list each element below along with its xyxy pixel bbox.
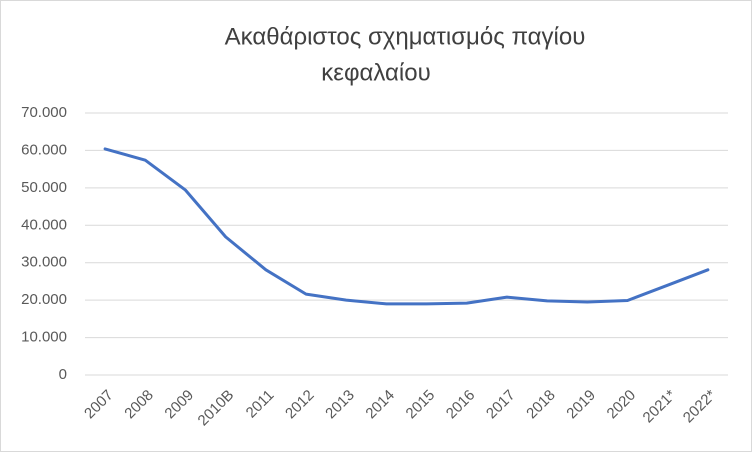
y-tick-label: 20.000 xyxy=(21,291,67,308)
y-tick-label: 10.000 xyxy=(21,329,67,346)
y-tick-label: 50.000 xyxy=(21,179,67,196)
chart-title: κεφαλαίου xyxy=(321,59,430,86)
y-tick-label: 0 xyxy=(59,366,67,383)
data-line xyxy=(103,147,710,306)
y-tick-label: 70.000 xyxy=(21,104,67,121)
chart-title: Ακαθάριστος σχηματισμός παγίου xyxy=(225,23,586,50)
y-tick-label: 30.000 xyxy=(21,254,67,271)
y-tick-label: 40.000 xyxy=(21,216,67,233)
y-tick-label: 60.000 xyxy=(21,141,67,158)
